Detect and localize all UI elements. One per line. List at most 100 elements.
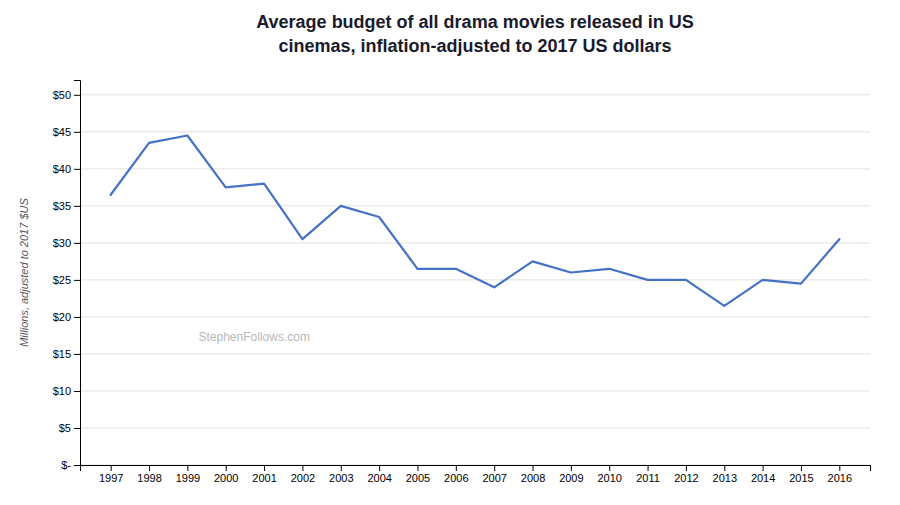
x-tick-mark [686,465,687,471]
x-tick: 2015 [789,465,813,484]
x-tick-label: 2001 [252,472,276,484]
x-tick-mark [801,465,802,471]
y-tick-label: $- [61,459,71,471]
y-tick-label: $50 [53,89,71,101]
x-tick: 2010 [597,465,621,484]
grid-line [80,316,870,317]
y-axis-title: Millions, adjusted to 2017 $US [18,198,30,347]
x-tick: 2008 [521,465,545,484]
line [111,136,840,306]
x-tick-label: 2006 [444,472,468,484]
x-tick: 1999 [176,465,200,484]
y-tick-mark [74,132,80,133]
y-tick: $10 [53,385,80,397]
y-tick: $35 [53,200,80,212]
y-tick-mark [74,354,80,355]
x-axis: 1997 1998 1999 2000 2001 2002 2003 2004 2005 2006… [81,465,871,484]
x-tick-mark [379,465,380,471]
x-tick-mark [417,465,418,471]
plot-area: 1997 1998 1999 2000 2001 2002 2003 2004 2005 2006… [53,81,871,484]
x-tick-label: 2008 [521,472,545,484]
x-tick: 2012 [674,465,698,484]
x-tick-label: 2005 [406,472,430,484]
x-tick-mark [111,465,112,471]
y-tick-label: $5 [59,422,71,434]
x-tick-label: 2011 [636,472,660,484]
x-tick-label: 2012 [674,472,698,484]
x-tick: 2001 [252,465,276,484]
x-tick: 2000 [214,465,238,484]
y-tick-mark [74,243,80,244]
marks [111,136,840,306]
x-tick-mark [648,465,649,471]
grid-line [80,131,870,132]
x-tick-label: 2007 [482,472,506,484]
x-tick-label: 1998 [137,472,161,484]
x-tick-mark [187,465,188,471]
x-tick: 1998 [137,465,161,484]
watermark: StephenFollows.com [199,330,310,344]
x-tick-label: 1997 [99,472,123,484]
x-tick: 1997 [99,465,123,484]
grid-line [80,168,870,169]
x-tick-label: 2014 [751,472,775,484]
y-tick-label: $20 [53,311,71,323]
y-tick-label: $45 [53,126,71,138]
y-tick-mark [74,169,80,170]
y-tick: $45 [53,126,80,138]
x-tick: 2004 [367,465,391,484]
x-tick-mark [494,465,495,471]
y-tick-label: $10 [53,385,71,397]
y-tick: $40 [53,163,80,175]
y-axis-line [74,81,81,466]
grid-line [80,94,870,95]
y-tick: $15 [53,348,80,360]
y-tick-mark [74,95,80,96]
y-tick: $25 [53,274,80,286]
y-tick-label: $25 [53,274,71,286]
x-tick-mark [264,465,265,471]
x-axis-line [81,466,871,472]
grid-line [80,353,870,354]
x-tick-label: 2016 [828,472,852,484]
x-tick-mark [302,465,303,471]
y-tick-mark [74,391,80,392]
x-tick-label: 2003 [329,472,353,484]
x-tick: 2014 [751,465,775,484]
x-tick-label: 2010 [597,472,621,484]
y-tick: $5 [59,422,80,434]
y-tick-mark [74,206,80,207]
y-tick-label: $35 [53,200,71,212]
grid [80,95,870,465]
title: Average budget of all drama movies relea… [256,12,693,56]
x-tick-label: 1999 [176,472,200,484]
x-tick-label: 2015 [789,472,813,484]
grid-line [80,242,870,243]
x-tick-mark [533,465,534,471]
y-tick-mark [74,280,80,281]
grid-line [80,205,870,206]
x-tick: 2005 [406,465,430,484]
x-tick-mark [341,465,342,471]
x-tick-mark [571,465,572,471]
y-axis: $- $5 $10 $15 $20 $25 $30 $35 $40 $45 $50 [53,81,81,472]
y-tick-mark [74,428,80,429]
x-tick: 2002 [291,465,315,484]
x-tick: 2016 [828,465,852,484]
x-tick-label: 2002 [291,472,315,484]
y-tick: $20 [53,311,80,323]
x-tick-label: 2009 [559,472,583,484]
y-tick-mark [74,465,80,466]
y-tick-label: $15 [53,348,71,360]
x-tick-mark [149,465,150,471]
x-tick: 2013 [713,465,737,484]
y-tick: $- [61,459,80,471]
x-tick: 2006 [444,465,468,484]
y-tick: $50 [53,89,80,101]
x-tick-mark [226,465,227,471]
y-tick-label: $30 [53,237,71,249]
y-tick-mark [74,317,80,318]
chart: 1997 1998 1999 2000 2001 2002 2003 2004 2005 2006… [0,0,900,505]
x-tick-mark [456,465,457,471]
grid-line [80,427,870,428]
